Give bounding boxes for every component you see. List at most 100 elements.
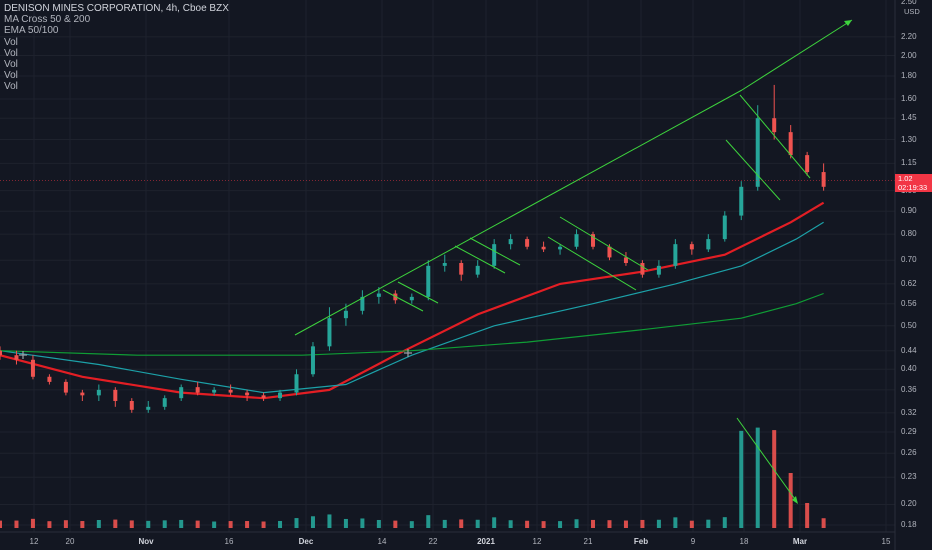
volume-bar [442, 519, 447, 528]
candle-body [294, 374, 299, 393]
volume-bar [821, 518, 826, 528]
flag-line-a2 [382, 289, 424, 312]
candle-body [80, 392, 85, 396]
volume-bar [739, 430, 744, 528]
price-tick-label: 0.20 [901, 499, 917, 509]
volume-bar [310, 516, 315, 528]
price-unit: USD [904, 7, 920, 16]
volume-bar [30, 518, 35, 528]
volume-bar [640, 519, 645, 528]
volume-bar [409, 521, 414, 528]
price-tick-label: 2.50 [901, 0, 917, 6]
volume-bar [689, 520, 694, 528]
indicator-label[interactable]: Vol [4, 70, 18, 82]
candle-body [47, 376, 52, 382]
volume-bar [591, 519, 596, 528]
candle-body [14, 355, 19, 360]
volume-bar [129, 520, 134, 528]
candle-body [656, 265, 661, 275]
time-tick-label: 14 [377, 537, 387, 546]
volume-bar [146, 520, 151, 528]
volume-bar [426, 515, 431, 528]
candle-body [195, 387, 200, 393]
time-tick-label: Dec [298, 537, 314, 546]
time-tick-label: Nov [138, 537, 154, 546]
indicator-label[interactable]: Vol [4, 47, 18, 59]
candle-body [755, 118, 760, 187]
price-tick-label: 1.45 [901, 113, 917, 123]
time-tick-label: 22 [428, 537, 438, 546]
price-tick-label: 0.50 [901, 320, 917, 330]
price-tick-label: 0.18 [901, 520, 917, 529]
volume-bar [706, 519, 711, 528]
price-tick-label: 0.62 [901, 278, 917, 288]
candle-body [426, 265, 431, 297]
ma-line-2 [0, 292, 824, 356]
volume-bar [261, 521, 266, 528]
candle-body [475, 265, 480, 275]
candle-body [146, 406, 151, 410]
trend-annotations [0, 19, 895, 504]
time-tick-label: 16 [224, 537, 234, 546]
chart-grid [0, 0, 895, 532]
candle-body [409, 296, 414, 301]
projection-trendline [741, 19, 853, 91]
indicator-label[interactable]: MA Cross 50 & 200 [4, 14, 91, 26]
price-tick-label: 0.32 [901, 407, 917, 417]
volume-bar [459, 519, 464, 528]
candle-body [739, 186, 744, 216]
candle-body [558, 246, 563, 250]
time-tick-label: 18 [739, 537, 749, 546]
candle-body [640, 263, 645, 275]
candle-body [706, 239, 711, 250]
price-tick-label: 1.80 [901, 71, 917, 81]
price-tick-label: 0.36 [901, 384, 917, 394]
volume-bar [492, 517, 497, 528]
ma-line-0 [0, 201, 825, 400]
candle-body [541, 246, 546, 250]
candle-body [129, 400, 134, 410]
time-tick-label: 21 [583, 537, 593, 546]
volume-decline-arrow [736, 417, 798, 503]
candle-body [310, 346, 315, 375]
indicator-label[interactable]: Vol [4, 59, 18, 71]
volume-bar [623, 520, 628, 528]
candle-body [360, 296, 365, 311]
price-tick-label: 0.70 [901, 255, 917, 265]
candle-body [63, 381, 68, 393]
candle-body [574, 234, 579, 247]
candle-body [442, 263, 447, 266]
indicator-label[interactable]: Vol [4, 36, 18, 48]
candle-body [805, 155, 810, 173]
price-tick-label: 0.40 [901, 364, 917, 374]
volume-bar [228, 521, 233, 528]
volume-bar [673, 517, 678, 528]
candle-body [162, 398, 167, 407]
candle-body [179, 387, 184, 399]
volume-arrowhead [792, 496, 798, 504]
volume-bar [47, 521, 52, 528]
candle-body [0, 350, 2, 356]
flag-line-b2 [454, 245, 506, 274]
indicator-label[interactable]: Vol [4, 81, 18, 93]
candlesticks [0, 84, 826, 413]
volume-bar [656, 519, 661, 528]
volume-bar [475, 519, 480, 528]
volume-bar [360, 518, 365, 528]
candle-body [821, 172, 826, 187]
volume-bar [508, 520, 513, 528]
price-tick-label: 0.29 [901, 427, 917, 436]
volume-bar [294, 518, 299, 528]
volume-bar [722, 517, 727, 528]
indicator-label[interactable]: EMA 50/100 [4, 25, 59, 37]
candle-body [508, 239, 513, 245]
volume-bar [541, 521, 546, 528]
candle-body [343, 310, 348, 319]
time-tick-label: 12 [532, 537, 542, 546]
candle-body [623, 257, 628, 264]
price-tick-label: 1.60 [901, 94, 917, 103]
time-tick-label: Mar [792, 537, 808, 546]
volume-bar [525, 520, 530, 528]
chart-legend: DENISON MINES CORPORATION, 4h, Cboe BZX … [4, 3, 229, 93]
